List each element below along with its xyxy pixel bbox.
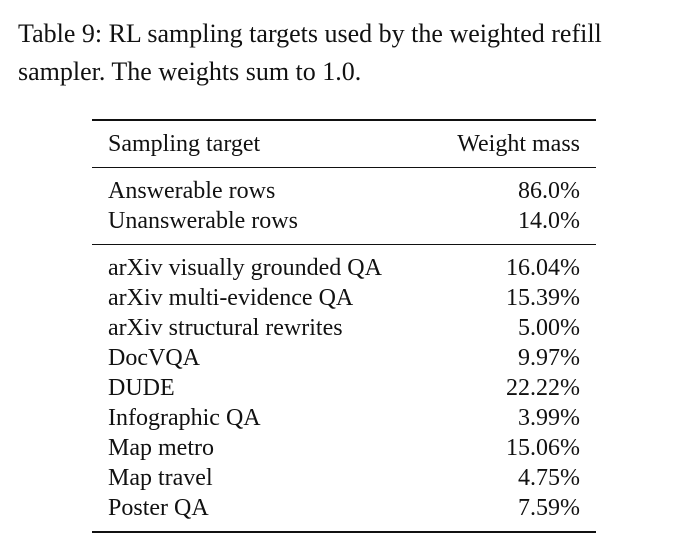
- value-cell: 9.97%: [518, 345, 580, 371]
- table-row: Map travel 4.75%: [92, 463, 596, 493]
- label-cell: arXiv structural rewrites: [108, 315, 343, 341]
- row-group: arXiv visually grounded QA 16.04% arXiv mu…: [92, 244, 596, 533]
- label-cell: Poster QA: [92, 493, 427, 533]
- value-cell: 16.04%: [426, 244, 596, 283]
- table-row: arXiv multi-evidence QA 15.39%: [92, 283, 596, 313]
- table-row: arXiv structural rewrites 5.00%: [92, 313, 596, 343]
- table-row: Unanswerable rows 14.0%: [92, 206, 596, 245]
- value-cell: 15.39%: [506, 285, 580, 311]
- label-cell: arXiv multi-evidence QA: [108, 285, 354, 311]
- header-row: Sampling target Weight mass: [92, 119, 596, 168]
- value-cell: 22.22%: [506, 375, 580, 401]
- value-cell: 15.06%: [506, 435, 580, 461]
- label-cell: arXiv visually grounded QA: [92, 244, 427, 283]
- table-row: DocVQA 9.97%: [92, 343, 596, 373]
- label-cell: Map metro: [108, 435, 214, 461]
- value-cell: 5.00%: [518, 315, 580, 341]
- table-header: Sampling target Weight mass: [92, 119, 596, 168]
- value-cell: 7.59%: [426, 493, 596, 533]
- table-row: arXiv visually grounded QA 16.04%: [92, 244, 596, 283]
- label-cell: Infographic QA: [108, 405, 261, 431]
- label-cell: Map travel: [108, 465, 213, 491]
- header-cell: Weight mass: [426, 119, 596, 168]
- header-cell: Sampling target: [92, 119, 427, 168]
- label-cell: Unanswerable rows: [108, 208, 298, 234]
- label-cell: DUDE: [108, 375, 175, 401]
- label-cell: DocVQA: [108, 345, 200, 371]
- table-row: Infographic QA 3.99%: [92, 403, 596, 433]
- value-cell: 14.0%: [518, 208, 580, 234]
- table-row: Map metro 15.06%: [92, 433, 596, 463]
- data-table: Sampling target Weight mass Answerable r…: [92, 119, 596, 533]
- value-cell: 3.99%: [518, 405, 580, 431]
- value-cell: 86.0%: [518, 178, 580, 204]
- table-row: Poster QA 7.59%: [92, 493, 596, 533]
- table-caption: Table 9: RL sampling targets used by the…: [18, 19, 602, 86]
- row-group: Answerable rows 86.0% Unanswerable rows 14.…: [92, 168, 596, 245]
- table-row: Answerable rows 86.0%: [92, 168, 596, 207]
- value-cell: 4.75%: [518, 465, 580, 491]
- table-row: DUDE 22.22%: [92, 373, 596, 403]
- label-cell: Answerable rows: [108, 178, 276, 204]
